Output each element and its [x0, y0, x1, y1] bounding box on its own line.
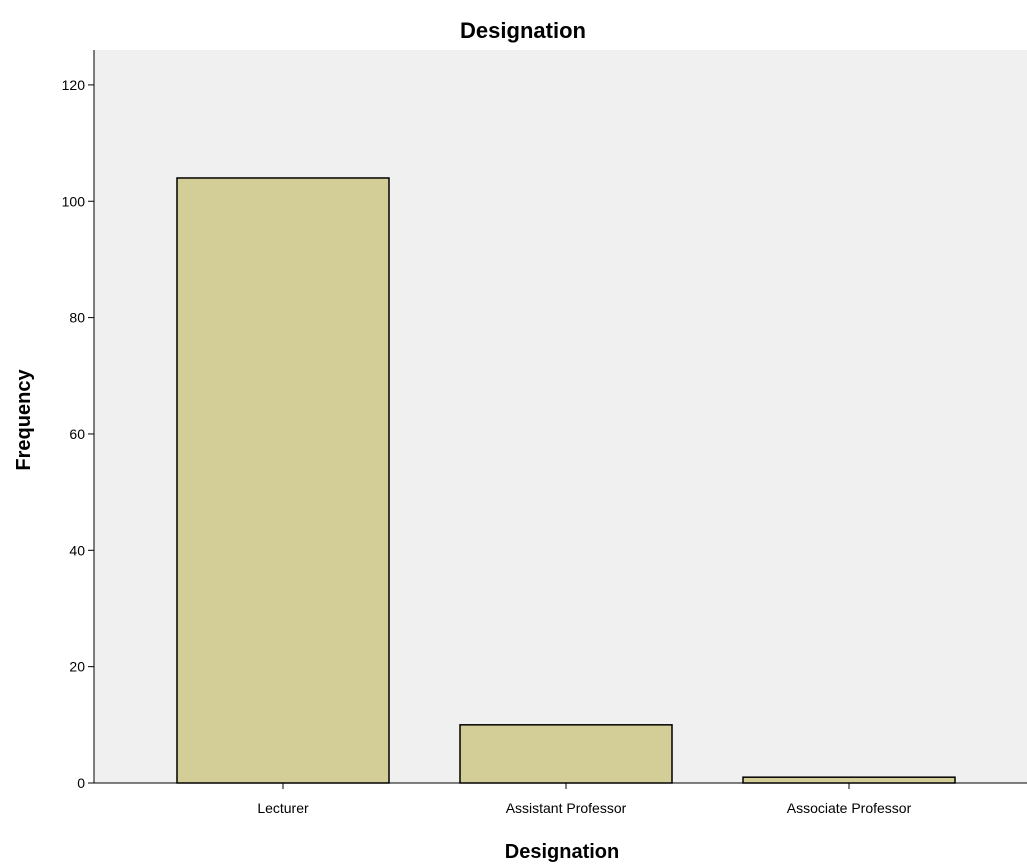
- y-tick-label: 100: [62, 193, 86, 209]
- y-ticks: 0 20 40 60 80 100 120: [62, 77, 94, 791]
- bars-layer: [176, 177, 956, 784]
- bar-associate-professor: [742, 776, 956, 784]
- y-tick-label: 20: [69, 659, 85, 675]
- x-tick-label: Lecturer: [257, 800, 309, 816]
- y-tick-label: 120: [62, 77, 86, 93]
- bar-assistant-professor: [459, 724, 673, 784]
- x-ticks: Lecturer Assistant Professor Associate Pro…: [257, 783, 912, 816]
- x-tick-label: Associate Professor: [787, 800, 912, 816]
- y-tick-label: 80: [69, 310, 85, 326]
- x-tick-label: Assistant Professor: [506, 800, 627, 816]
- y-tick-label: 60: [69, 426, 85, 442]
- bar-lecturer: [176, 177, 390, 784]
- y-axis-title: Frequency: [13, 369, 35, 471]
- y-tick-label: 0: [77, 775, 85, 791]
- x-axis-title: Designation: [505, 841, 619, 863]
- y-tick-label: 40: [69, 542, 85, 558]
- chart-title: Designation: [460, 18, 586, 43]
